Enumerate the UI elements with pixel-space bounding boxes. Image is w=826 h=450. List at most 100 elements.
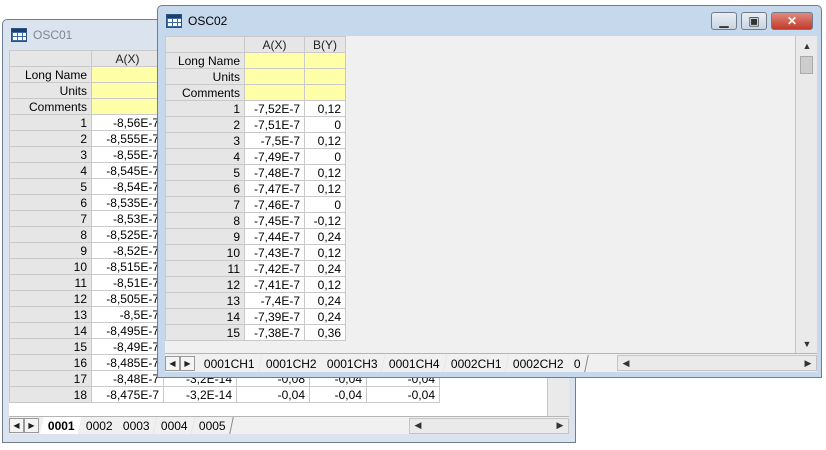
- row-number[interactable]: 12: [9, 290, 92, 307]
- row-number[interactable]: 3: [165, 132, 245, 149]
- comments-cell[interactable]: [304, 84, 346, 101]
- data-cell[interactable]: 0,24: [304, 292, 346, 309]
- units-cell[interactable]: [244, 68, 305, 85]
- data-cell[interactable]: 0,12: [304, 276, 346, 293]
- data-cell[interactable]: -0,04: [366, 386, 440, 403]
- osc01-horizontal-scrollbar[interactable]: ◀ ▶: [409, 417, 569, 434]
- data-cell[interactable]: -8,5E-7: [91, 306, 164, 323]
- row-number[interactable]: 8: [9, 226, 92, 243]
- scroll-thumb[interactable]: [800, 56, 813, 74]
- row-number[interactable]: 14: [165, 308, 245, 325]
- tab-prev-icon[interactable]: ◀: [9, 418, 24, 433]
- data-cell[interactable]: -7,47E-7: [244, 180, 305, 197]
- tab-next-icon[interactable]: ▶: [180, 355, 195, 371]
- data-cell[interactable]: -7,45E-7: [244, 212, 305, 229]
- data-cell[interactable]: 0,12: [304, 180, 346, 197]
- data-cell[interactable]: -8,555E-7: [91, 130, 164, 147]
- row-number[interactable]: 15: [165, 324, 245, 341]
- row-number[interactable]: 11: [9, 274, 92, 291]
- data-cell[interactable]: -7,51E-7: [244, 116, 305, 133]
- osc02-titlebar[interactable]: OSC02 ▁ ▣ ✕: [158, 6, 821, 36]
- long-name-cell[interactable]: [91, 66, 164, 83]
- column-header-a[interactable]: A(X): [91, 50, 164, 67]
- sheet-tab[interactable]: 0001CH3: [319, 354, 386, 372]
- data-cell[interactable]: -8,55E-7: [91, 146, 164, 163]
- data-cell[interactable]: -7,38E-7: [244, 324, 305, 341]
- scroll-down-arrow-icon[interactable]: ▼: [802, 339, 812, 349]
- data-cell[interactable]: -8,535E-7: [91, 194, 164, 211]
- row-number[interactable]: 17: [9, 370, 92, 387]
- row-number[interactable]: 18: [9, 386, 92, 403]
- data-cell[interactable]: 0,12: [304, 244, 346, 261]
- data-cell[interactable]: -8,54E-7: [91, 178, 164, 195]
- tab-next-icon[interactable]: ▶: [24, 418, 39, 433]
- data-cell[interactable]: -8,48E-7: [91, 370, 164, 387]
- units-cell[interactable]: [304, 68, 346, 85]
- scroll-right-arrow-icon[interactable]: ▶: [556, 420, 564, 430]
- data-cell[interactable]: -7,43E-7: [244, 244, 305, 261]
- row-number[interactable]: 8: [165, 212, 245, 229]
- row-number[interactable]: 4: [9, 162, 92, 179]
- row-number[interactable]: 13: [165, 292, 245, 309]
- corner-cell[interactable]: [9, 50, 92, 67]
- data-cell[interactable]: -8,485E-7: [91, 354, 164, 371]
- row-number[interactable]: 6: [165, 180, 245, 197]
- row-number[interactable]: 15: [9, 338, 92, 355]
- units-cell[interactable]: [91, 82, 164, 99]
- sheet-tab[interactable]: 0002CH2: [504, 354, 572, 372]
- row-number[interactable]: 2: [9, 130, 92, 147]
- row-number[interactable]: 11: [165, 260, 245, 277]
- row-number[interactable]: 14: [9, 322, 92, 339]
- scroll-left-arrow-icon[interactable]: ◀: [622, 357, 630, 368]
- data-cell[interactable]: 0,36: [304, 324, 346, 341]
- row-number[interactable]: 1: [9, 114, 92, 131]
- sheet-tab[interactable]: 0001CH1: [199, 354, 263, 372]
- data-cell[interactable]: 0: [304, 148, 346, 165]
- data-cell[interactable]: -8,505E-7: [91, 290, 164, 307]
- sheet-tab[interactable]: 0002CH1: [443, 354, 510, 372]
- data-cell[interactable]: -7,52E-7: [244, 100, 305, 117]
- row-number[interactable]: 6: [9, 194, 92, 211]
- minimize-button[interactable]: ▁: [711, 12, 737, 30]
- row-number[interactable]: 5: [165, 164, 245, 181]
- data-cell[interactable]: -8,515E-7: [91, 258, 164, 275]
- scroll-up-arrow-icon[interactable]: ▲: [802, 41, 812, 51]
- column-header-b[interactable]: B(Y): [304, 36, 346, 53]
- sheet-tab[interactable]: 0001CH2: [257, 354, 325, 372]
- row-number[interactable]: 9: [165, 228, 245, 245]
- data-cell[interactable]: 0,12: [304, 100, 346, 117]
- close-button[interactable]: ✕: [771, 12, 813, 30]
- row-number[interactable]: 3: [9, 146, 92, 163]
- data-cell[interactable]: 0,12: [304, 164, 346, 181]
- data-cell[interactable]: -7,42E-7: [244, 260, 305, 277]
- data-cell[interactable]: -7,44E-7: [244, 228, 305, 245]
- data-cell[interactable]: -7,4E-7: [244, 292, 305, 309]
- column-header-a[interactable]: A(X): [244, 36, 305, 53]
- row-number[interactable]: 10: [165, 244, 245, 261]
- row-number[interactable]: 4: [165, 148, 245, 165]
- data-cell[interactable]: -8,495E-7: [91, 322, 164, 339]
- data-cell[interactable]: -0,12: [304, 212, 346, 229]
- comments-cell[interactable]: [244, 84, 305, 101]
- data-cell[interactable]: -7,46E-7: [244, 196, 305, 213]
- data-cell[interactable]: -7,49E-7: [244, 148, 305, 165]
- osc02-horizontal-scrollbar[interactable]: ◀ ▶: [617, 355, 817, 371]
- osc02-vertical-scrollbar[interactable]: ▲ ▼: [795, 36, 817, 353]
- sheet-tab[interactable]: 0002: [77, 417, 121, 434]
- data-cell[interactable]: -7,48E-7: [244, 164, 305, 181]
- sheet-tab[interactable]: 0001CH4: [381, 354, 448, 372]
- data-cell[interactable]: -3,2E-14: [163, 386, 237, 403]
- tab-prev-icon[interactable]: ◀: [165, 355, 180, 371]
- long-name-cell[interactable]: [304, 52, 346, 69]
- row-number[interactable]: 16: [9, 354, 92, 371]
- scroll-left-arrow-icon[interactable]: ◀: [414, 420, 422, 430]
- row-number[interactable]: 7: [165, 196, 245, 213]
- corner-cell[interactable]: [165, 36, 245, 53]
- data-cell[interactable]: -8,525E-7: [91, 226, 164, 243]
- data-cell[interactable]: -8,51E-7: [91, 274, 164, 291]
- long-name-cell[interactable]: [244, 52, 305, 69]
- data-cell[interactable]: 0,24: [304, 260, 346, 277]
- data-cell[interactable]: -7,39E-7: [244, 308, 305, 325]
- sheet-tab[interactable]: 0003: [115, 417, 158, 434]
- sheet-tab[interactable]: 0001: [40, 417, 83, 434]
